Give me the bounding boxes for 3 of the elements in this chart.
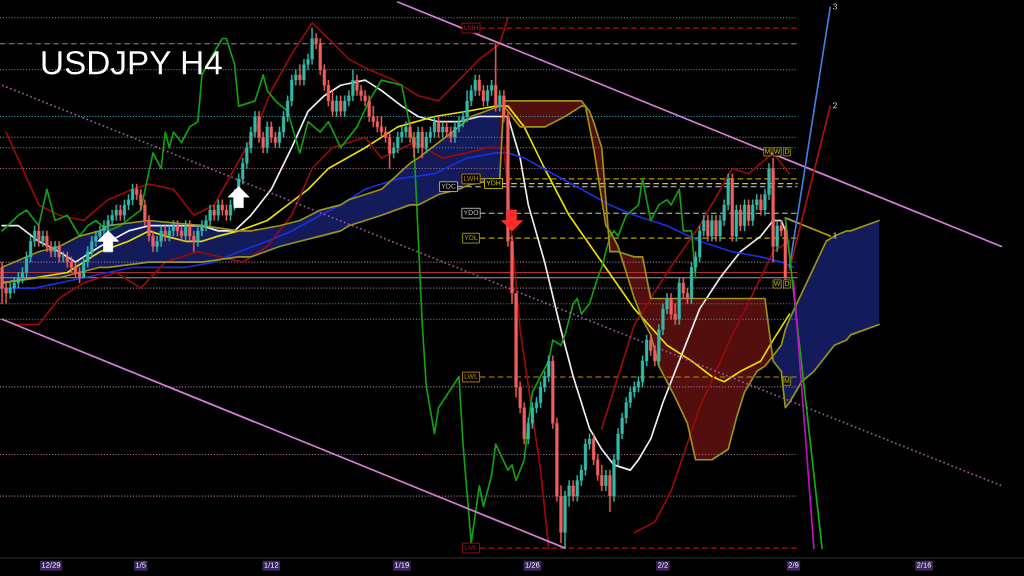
series-label: 1 [833,232,837,239]
series-label: 2 [833,102,837,109]
series-label: 3 [832,3,837,10]
